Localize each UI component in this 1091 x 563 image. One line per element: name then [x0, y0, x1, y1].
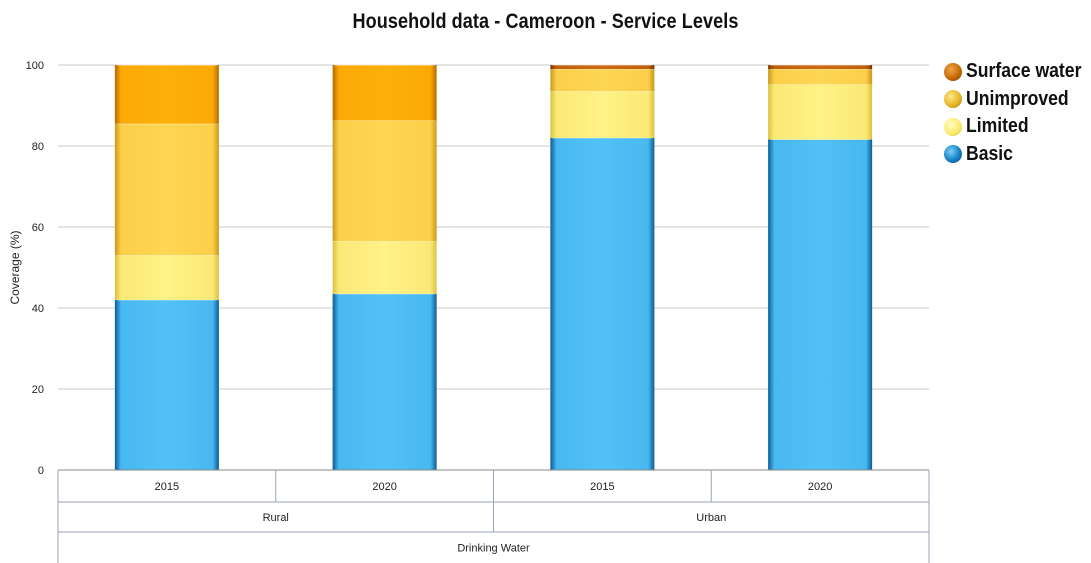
legend-item-basic: Basic [944, 141, 1091, 169]
x-tick-label: 2020 [808, 481, 832, 493]
legend-item-limited: Limited [944, 113, 1091, 141]
bar-limited [332, 241, 437, 294]
legend-swatch-surface-water [944, 62, 962, 81]
chart-title: Household data - Cameroon - Service Leve… [352, 10, 739, 33]
y-tick-label: 80 [32, 141, 44, 153]
x-group-label: Rural [263, 512, 289, 524]
legend-label-unimproved: Unimproved [966, 87, 1069, 110]
bar-unimproved [550, 69, 655, 92]
bar-basic [550, 137, 655, 470]
x-tick-label: 2015 [590, 481, 614, 493]
legend-label-surface-water: Surface water [966, 60, 1082, 83]
legend-swatch-limited [944, 117, 962, 136]
legend-swatch-unimproved [944, 90, 962, 109]
x-tick-label: 2020 [372, 481, 396, 493]
bar-basic [768, 139, 873, 470]
x-supergroup-label: Drinking Water [457, 543, 530, 555]
bar-unimproved [332, 120, 437, 242]
bar-surface-water [114, 65, 219, 124]
y-tick-label: 0 [38, 465, 44, 477]
legend-swatch-basic [944, 145, 962, 164]
bar-surface-water [332, 65, 437, 121]
legend-label-basic: Basic [966, 142, 1013, 165]
bar-unimproved [768, 69, 873, 85]
bar-limited [768, 84, 873, 140]
bar-limited [114, 255, 219, 300]
x-tick-label: 2015 [155, 481, 179, 493]
bar-surface-water [768, 65, 873, 70]
legend-label-limited: Limited [966, 115, 1029, 138]
y-axis-label: Coverage (%) [8, 230, 22, 304]
y-tick-label: 60 [32, 222, 44, 234]
legend-item-surface-water: Surface water [944, 58, 1091, 86]
x-group-label: Urban [696, 512, 726, 524]
bar-unimproved [114, 123, 219, 256]
bar-basic [332, 293, 437, 470]
legend-item-unimproved: Unimproved [944, 86, 1091, 114]
y-tick-label: 40 [32, 303, 44, 315]
bar-limited [550, 91, 655, 138]
y-tick-label: 100 [26, 60, 44, 72]
y-tick-label: 20 [32, 384, 44, 396]
bar-basic [114, 299, 219, 470]
bar-surface-water [550, 65, 655, 70]
chart-legend: Surface water Unimproved Limited Basic [944, 58, 1091, 168]
